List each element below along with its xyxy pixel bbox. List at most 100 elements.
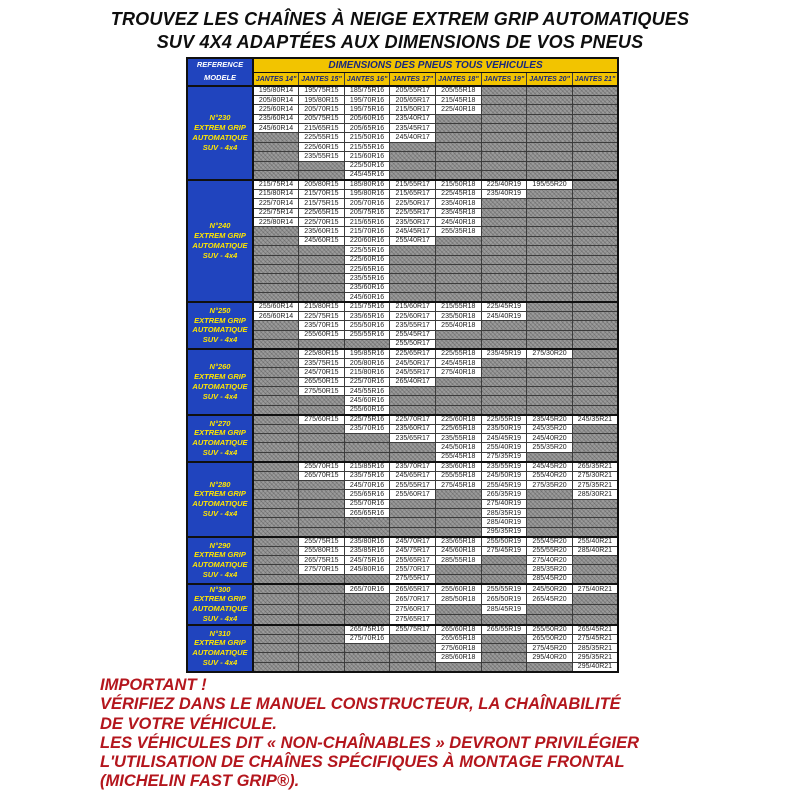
table-row: 245/50R18 255/40R19 255/35R20 (187, 442, 619, 453)
empty-cell (526, 310, 573, 322)
empty-cell (480, 123, 528, 134)
tire-size-cell: 255/40R17 (389, 235, 436, 247)
tire-size-cell: 255/70R16 (343, 498, 391, 510)
tire-size-cell: 215/80R16 (343, 367, 391, 378)
column-header-jantes-15: JANTES 15" (298, 72, 345, 87)
tire-size-cell: 225/55R15 (298, 132, 345, 143)
tire-size-cell: 255/75R15 (298, 535, 345, 547)
footer-warning: IMPORTANT ! VÉRIFIEZ DANS LE MANUEL CONS… (100, 676, 740, 792)
model-label: N°280 EXTREM GRIP AUTOMATIQUE SUV - 4x4 (186, 460, 254, 538)
empty-cell (298, 273, 345, 284)
tire-size-cell: 215/60R16 (343, 151, 391, 162)
empty-cell (480, 661, 528, 673)
empty-cell (389, 498, 436, 510)
table-row: 255/60R16 (187, 404, 619, 416)
tire-size-cell: 255/45R19 (480, 479, 528, 491)
tire-size-cell: 225/60R16 (343, 254, 391, 265)
empty-cell (571, 141, 619, 153)
tire-size-cell: 275/35R21 (571, 479, 619, 491)
empty-cell (480, 329, 528, 341)
tire-size-cell: 235/40R19 (480, 188, 528, 200)
empty-cell (252, 470, 300, 481)
tire-size-cell: 225/45R19 (480, 300, 528, 312)
tire-size-cell: 205/70R16 (343, 198, 391, 209)
tire-size-cell: 215/70R15 (298, 188, 345, 200)
tire-size-cell: 255/55R17 (389, 479, 436, 491)
empty-cell (252, 160, 300, 172)
tire-size-cell: 225/60R17 (389, 310, 436, 322)
tire-size-cell: 215/65R17 (389, 188, 436, 200)
tire-size-cell: 245/70R15 (298, 367, 345, 378)
page-title-line2: SUV 4X4 ADAPTÉES AUX DIMENSIONS DE VOS P… (156, 32, 644, 53)
empty-cell (435, 254, 482, 265)
tire-size-cell: 245/50R17 (389, 357, 436, 369)
tire-size-cell: 285/30R21 (571, 489, 619, 500)
tire-size-cell: 295/40R20 (526, 652, 573, 663)
empty-cell (252, 573, 300, 585)
empty-cell (480, 263, 528, 275)
empty-cell (480, 339, 528, 350)
empty-cell (526, 84, 573, 96)
empty-cell (252, 404, 300, 416)
empty-cell (526, 282, 573, 294)
tire-size-cell: 235/85R16 (343, 545, 391, 557)
tire-size-cell: 245/60R14 (252, 123, 300, 134)
empty-cell (571, 123, 619, 134)
tire-size-cell: 265/70R15 (298, 470, 345, 481)
empty-cell (343, 603, 391, 615)
tire-size-cell: 255/50R16 (343, 320, 391, 331)
tire-size-cell: 255/60R18 (435, 582, 482, 595)
tire-size-cell: 225/70R16 (343, 376, 391, 388)
tire-size-cell: 235/70R16 (343, 423, 391, 434)
empty-cell (571, 593, 619, 605)
tire-size-cell: 285/50R18 (435, 593, 482, 605)
empty-cell (526, 661, 573, 673)
tire-size-cell: 275/30R21 (571, 470, 619, 481)
empty-cell (252, 623, 300, 635)
empty-cell (298, 451, 345, 463)
tire-size-cell: 225/40R19 (480, 178, 528, 190)
tire-size-cell: 275/70R16 (343, 633, 391, 645)
empty-cell (298, 404, 345, 416)
empty-cell (480, 357, 528, 369)
tire-size-cell: 235/40R17 (389, 113, 436, 125)
empty-cell (252, 489, 300, 500)
empty-cell (389, 263, 436, 275)
empty-cell (571, 254, 619, 265)
tire-size-cell: 255/65R16 (343, 489, 391, 500)
empty-cell (343, 593, 391, 605)
tire-size-cell: 255/55R18 (435, 470, 482, 481)
tire-size-cell: 235/50R17 (389, 216, 436, 228)
empty-cell (480, 113, 528, 125)
tire-size-cell: 215/80R14 (252, 188, 300, 200)
tire-size-cell: 245/60R16 (343, 292, 391, 303)
empty-cell (298, 582, 345, 595)
empty-cell (480, 160, 528, 172)
empty-cell (571, 376, 619, 388)
empty-cell (435, 603, 482, 615)
table-row: 225/60R15 215/55R16 (187, 141, 619, 153)
empty-cell (435, 661, 482, 673)
empty-cell (435, 160, 482, 172)
table-row: 225/60R14 205/70R15 195/75R16 215/50R17 225/… (187, 104, 619, 115)
empty-cell (389, 273, 436, 284)
empty-cell (571, 498, 619, 510)
empty-cell (343, 661, 391, 673)
empty-cell (526, 603, 573, 615)
empty-cell (252, 442, 300, 453)
tire-size-cell: 225/70R15 (298, 216, 345, 228)
tire-size-cell: 255/50R20 (526, 623, 573, 635)
tire-size-cell: 275/45R20 (526, 642, 573, 654)
table-row: 265/60R14 225/75R15 235/65R16 225/60R17 235/… (187, 310, 619, 322)
empty-cell (435, 292, 482, 303)
tire-size-cell: 225/75R14 (252, 207, 300, 218)
empty-cell (571, 395, 619, 406)
tire-size-cell: 225/55R19 (480, 413, 528, 425)
empty-cell (389, 661, 436, 673)
empty-cell (252, 613, 300, 626)
tire-size-cell: 195/80R16 (343, 188, 391, 200)
empty-cell (298, 263, 345, 275)
empty-cell (435, 123, 482, 134)
tire-size-cell: 255/60R16 (343, 404, 391, 416)
tire-size-cell: 225/55R16 (343, 245, 391, 256)
